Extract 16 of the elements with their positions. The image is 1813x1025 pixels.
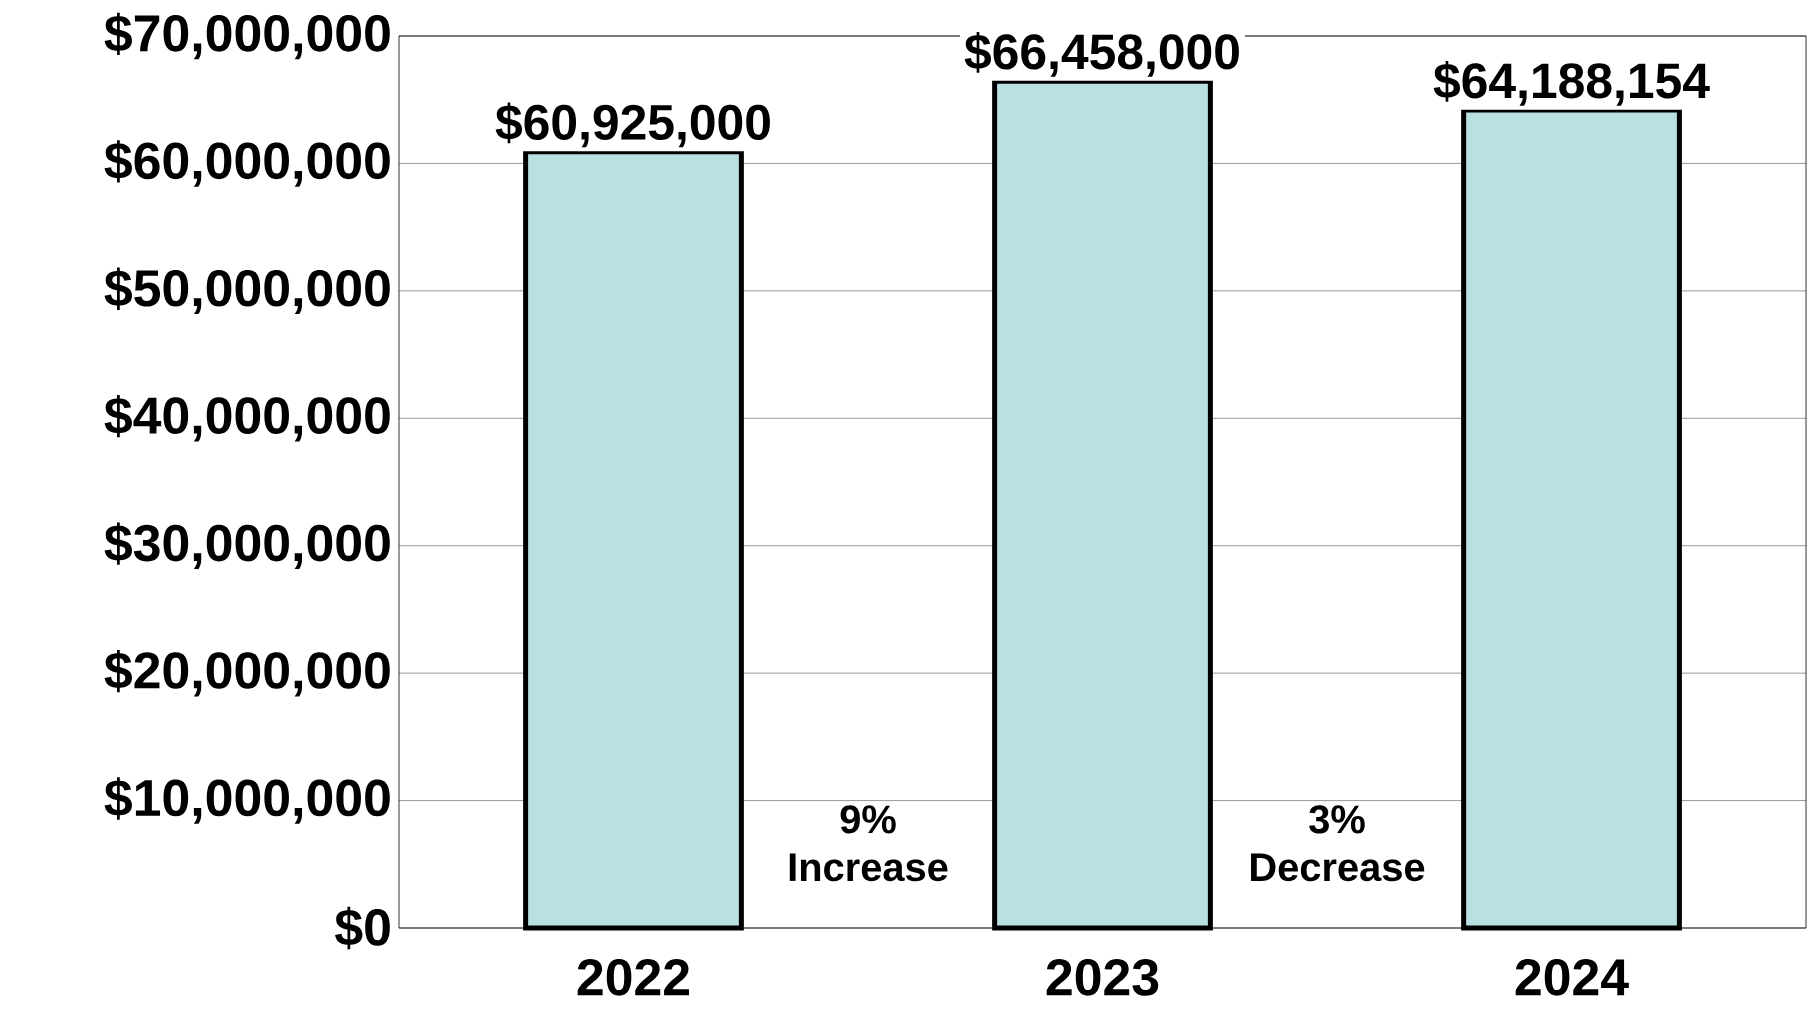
y-tick-label: $60,000,000 — [104, 140, 390, 187]
annotation: 9% Increase — [789, 805, 948, 882]
data-label: $64,188,154 — [1433, 60, 1710, 106]
data-label: $66,458,000 — [964, 32, 1239, 77]
y-tick-label: $20,000,000 — [104, 649, 390, 697]
x-tick-label: 2024 — [1515, 959, 1629, 996]
data-label: $60,925,000 — [495, 102, 770, 148]
y-tick-label: $30,000,000 — [104, 522, 390, 569]
y-tick-label: $0 — [335, 906, 390, 950]
y-tick-label: $50,000,000 — [104, 267, 390, 315]
y-tick-label: $40,000,000 — [104, 395, 390, 442]
x-tick-label: 2022 — [577, 959, 690, 996]
y-tick-label: $70,000,000 — [104, 12, 390, 60]
x-tick-label: 2023 — [1046, 959, 1159, 996]
annotation: 3% Decrease — [1251, 805, 1425, 882]
y-tick-label: $10,000,000 — [104, 777, 390, 824]
